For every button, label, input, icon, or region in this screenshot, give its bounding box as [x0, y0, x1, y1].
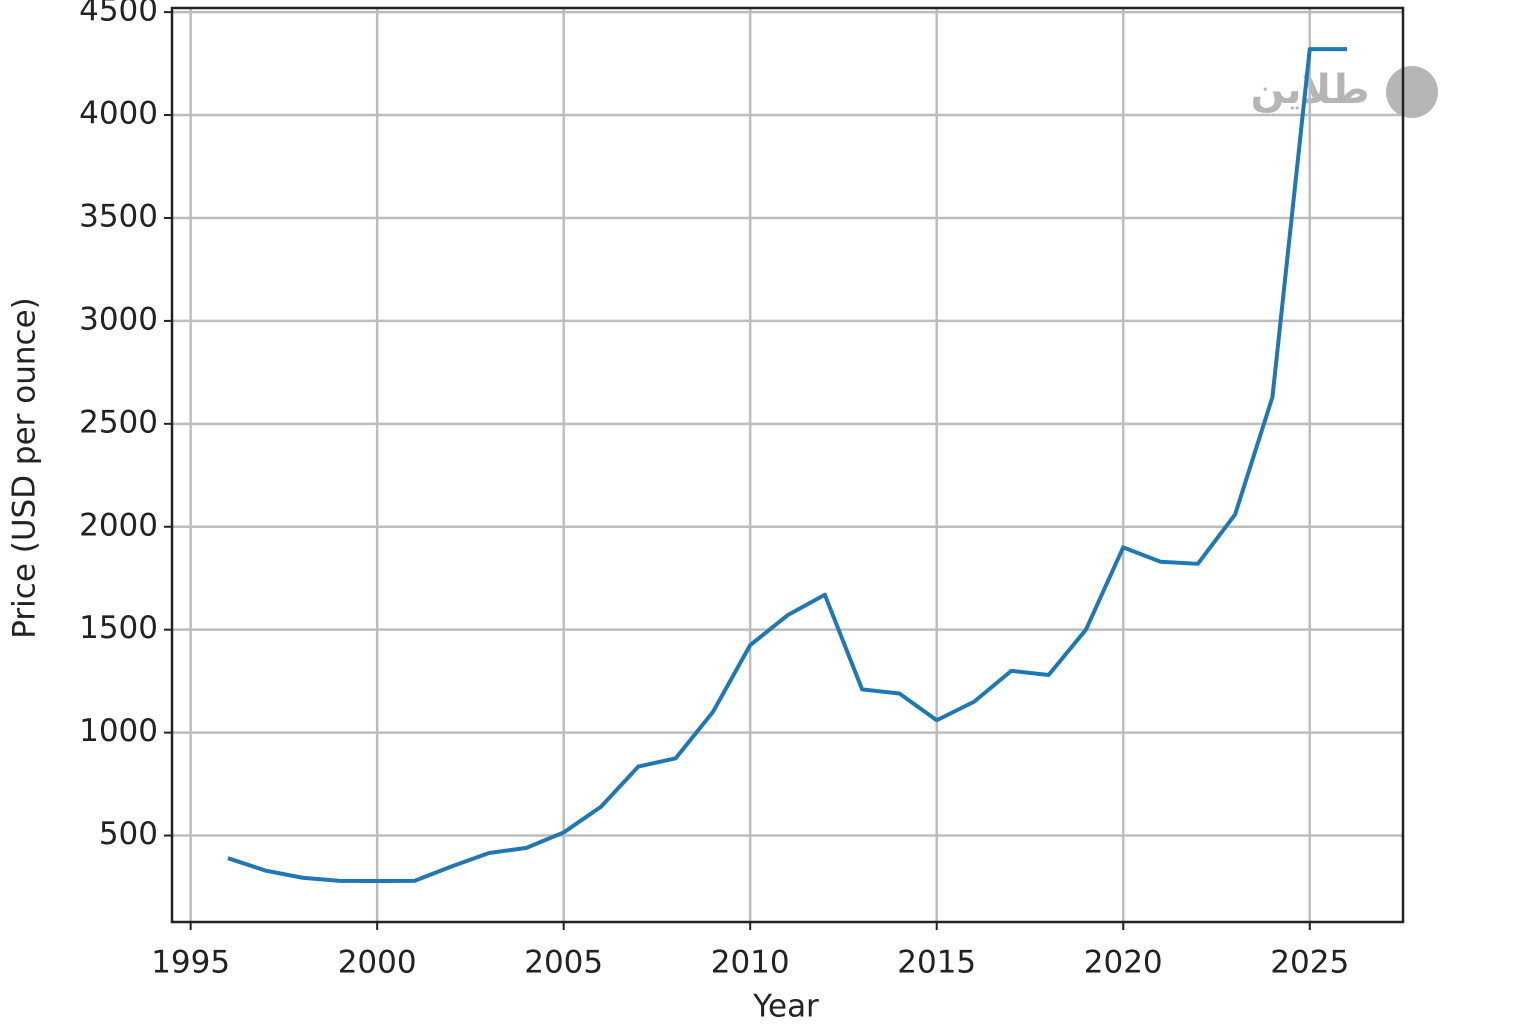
line-series: [227, 47, 1348, 884]
x-tick-label: 2005: [524, 945, 603, 981]
plot-frame: [170, 6, 1405, 924]
x-tick-label: 2025: [1270, 945, 1349, 981]
y-tick-label: 4000: [79, 96, 158, 132]
y-tick-label: 3500: [79, 198, 158, 234]
y-tick-label: 4500: [79, 0, 158, 29]
y-tick-label: 500: [99, 816, 158, 852]
y-tick-label: 1000: [79, 713, 158, 749]
x-tick-label: 2010: [711, 945, 790, 981]
x-axis-label: Year: [752, 989, 819, 1024]
watermark-logo: [1386, 66, 1438, 118]
y-axis-label: Price (USD per ounce): [7, 297, 43, 638]
y-tick-label: 2500: [79, 404, 158, 440]
x-tick-label: 2000: [338, 945, 417, 981]
x-tick-label: 2020: [1084, 945, 1163, 981]
y-tick-label: 2000: [79, 507, 158, 543]
y-tick-label: 3000: [79, 301, 158, 337]
x-tick-label: 1995: [151, 945, 230, 981]
x-tick-label: 2015: [897, 945, 976, 981]
y-tick-label: 1500: [79, 610, 158, 646]
